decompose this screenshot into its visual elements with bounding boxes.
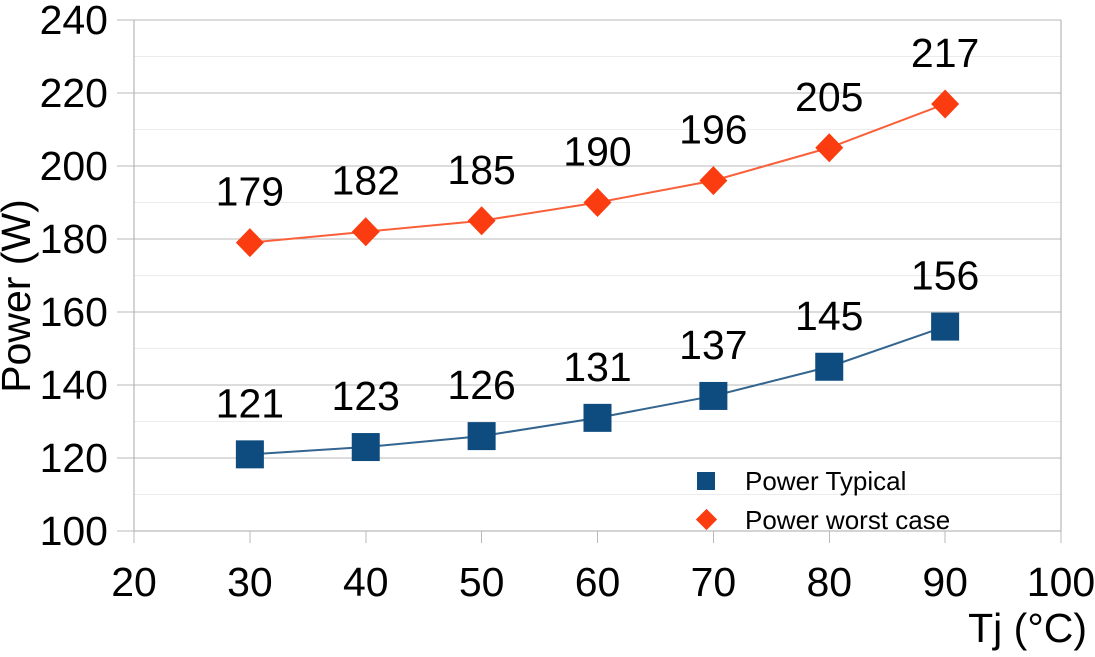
data-point-marker	[467, 422, 496, 451]
y-tick-label: 140	[40, 362, 108, 408]
data-label: 179	[216, 169, 284, 215]
data-label: 196	[679, 107, 747, 153]
data-point-marker	[699, 381, 728, 410]
data-point-marker	[583, 403, 612, 432]
data-point-marker	[931, 312, 960, 341]
data-label: 121	[216, 380, 284, 426]
square-marker-icon	[697, 471, 715, 490]
diamond-marker-icon	[695, 508, 717, 531]
y-tick-label: 180	[40, 216, 108, 262]
series-layer	[235, 89, 960, 469]
series-power-worst-case	[235, 89, 960, 258]
data-labels-layer: 121 123 126 131 137 145 156 179 182 185 190 196 205 2…	[216, 30, 980, 426]
data-point-marker	[583, 188, 612, 217]
x-tick-label: 60	[575, 559, 621, 605]
data-point-marker	[467, 206, 496, 236]
data-label: 217	[911, 30, 979, 76]
y-tick-label: 160	[40, 289, 108, 335]
legend-item-power-worst-case: Power worst case	[688, 500, 950, 539]
data-point-marker	[351, 217, 380, 247]
data-label: 137	[679, 322, 747, 368]
data-point-marker	[235, 440, 264, 469]
x-tick-label: 30	[227, 559, 273, 605]
series-power-typical	[235, 312, 960, 469]
x-tick-labels: 20 30 40 50 60 70 80 90 100	[111, 559, 1095, 605]
legend-label: Power Typical	[745, 465, 907, 496]
data-label: 145	[795, 293, 863, 339]
y-tick-label: 240	[40, 0, 108, 43]
x-axis-title: Tj (°C)	[968, 605, 1087, 651]
x-tick-label: 50	[459, 559, 505, 605]
legend-item-power-typical: Power Typical	[688, 461, 950, 500]
data-label: 156	[911, 253, 979, 299]
data-point-marker	[815, 133, 844, 163]
x-tick-label: 100	[1027, 559, 1095, 605]
y-tick-label: 100	[40, 508, 108, 554]
data-label: 123	[332, 373, 400, 419]
data-point-marker	[235, 228, 264, 258]
legend-marker-cell	[688, 471, 724, 490]
x-tick-label: 80	[806, 559, 852, 605]
y-tick-label: 200	[40, 143, 108, 189]
y-tick-label: 120	[40, 435, 108, 481]
data-label: 131	[563, 344, 631, 390]
data-label: 182	[332, 158, 400, 204]
data-label: 190	[563, 129, 631, 175]
data-label: 185	[447, 147, 515, 193]
legend-label: Power worst case	[745, 504, 951, 535]
x-tick-label: 40	[343, 559, 389, 605]
legend: Power Typical Power worst case	[688, 461, 950, 539]
y-axis-title: Power (W)	[0, 199, 39, 393]
data-label: 126	[447, 362, 515, 408]
x-tick-label: 90	[922, 559, 968, 605]
y-tick-labels: 100 120 140 160 180 200 220 240	[40, 0, 108, 554]
data-label: 205	[795, 74, 863, 120]
x-tick-label: 20	[111, 559, 157, 605]
data-point-marker	[351, 433, 380, 462]
y-tick-label: 220	[40, 70, 108, 116]
tick-marks	[117, 19, 1062, 543]
legend-marker-cell	[688, 508, 724, 531]
data-point-marker	[931, 89, 960, 119]
data-point-marker	[815, 352, 844, 381]
x-tick-label: 70	[691, 559, 737, 605]
data-point-marker	[699, 166, 728, 196]
